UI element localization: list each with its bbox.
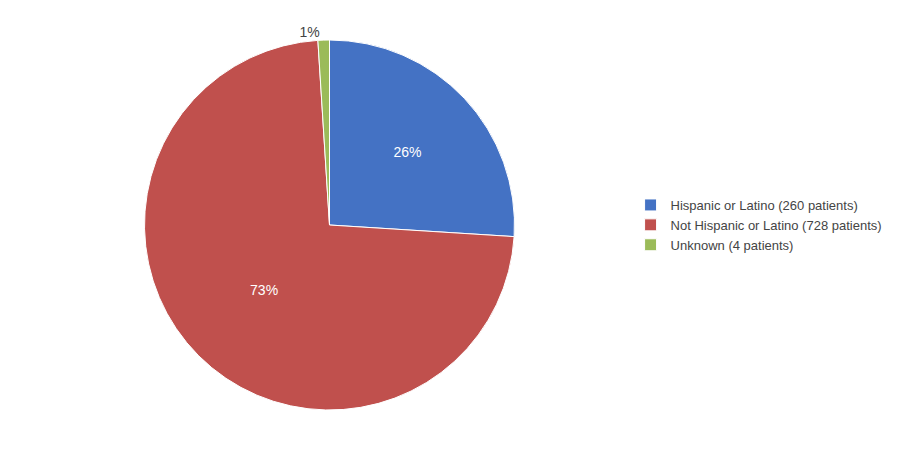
- svg-text:Unknown (4 patients): Unknown (4 patients): [671, 238, 794, 253]
- svg-text:Hispanic or Latino (260 patien: Hispanic or Latino (260 patients): [671, 198, 858, 213]
- svg-text:Not Hispanic or Latino (728 pa: Not Hispanic or Latino (728 patients): [671, 218, 882, 233]
- svg-text:73%: 73%: [250, 282, 278, 298]
- svg-text:1%: 1%: [299, 24, 319, 40]
- svg-text:26%: 26%: [393, 144, 421, 160]
